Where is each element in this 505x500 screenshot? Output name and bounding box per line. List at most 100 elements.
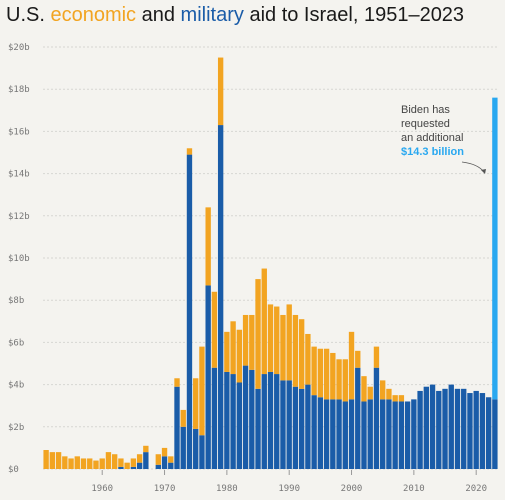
annotation-line-3: an additional: [401, 132, 463, 144]
bar-economic: [205, 207, 211, 286]
bar-economic: [280, 314, 286, 381]
bar-military: [479, 393, 486, 469]
bar-military: [380, 399, 386, 469]
bar-military: [298, 388, 305, 469]
bar-military: [255, 388, 261, 469]
bar-military: [130, 466, 137, 469]
bar-economic: [168, 456, 174, 463]
bar-military: [249, 369, 255, 469]
bar-economic: [373, 346, 380, 368]
bar-military: [411, 399, 417, 469]
bar-economic: [193, 378, 199, 429]
bar-economic: [62, 456, 68, 469]
bar-military: [261, 374, 267, 469]
bar-economic: [155, 454, 161, 465]
bar-economic: [217, 57, 224, 126]
annotation-line-1: Biden has: [401, 104, 450, 116]
bar-economic: [49, 452, 56, 469]
bar-military: [186, 154, 193, 470]
bars-group: [43, 57, 498, 470]
bar-military: [230, 374, 236, 469]
chart-title: U.S. economic and military aid to Israel…: [6, 4, 464, 27]
bar-military: [485, 397, 492, 469]
y-tick-label: $10b: [8, 254, 30, 264]
annotation-arrow-head: [481, 169, 486, 174]
x-tick-label: 2000: [341, 484, 363, 494]
bar-military: [168, 462, 174, 469]
bar-economic: [230, 321, 236, 375]
annotation: Biden has requested an additional $14.3 …: [401, 104, 486, 174]
bar-military: [436, 390, 442, 469]
bar-military: [280, 380, 286, 469]
bar-economic: [249, 314, 255, 370]
y-tick-label: $14b: [8, 170, 30, 180]
bar-economic: [174, 378, 180, 387]
bar-economic: [68, 458, 74, 469]
bar-military: [467, 393, 473, 469]
y-tick-label: $20b: [8, 43, 30, 53]
y-tick-label: $18b: [8, 85, 30, 95]
bar-economic: [74, 456, 80, 469]
bar-military: [161, 456, 168, 469]
bar-economic: [43, 450, 49, 469]
bar-military: [336, 399, 342, 469]
bar-economic: [342, 359, 348, 402]
bar-military: [454, 388, 461, 469]
bar-military: [442, 388, 448, 469]
title-mid: and: [136, 4, 181, 26]
bar-economic: [317, 348, 324, 398]
bar-military: [274, 374, 280, 469]
bar-military: [448, 384, 454, 469]
y-tick-label: $6b: [8, 338, 24, 348]
bar-economic: [143, 445, 149, 453]
bar-military: [373, 367, 380, 469]
bar-military: [423, 386, 430, 469]
y-tick-label: $0: [8, 465, 19, 475]
bar-economic: [236, 329, 243, 383]
bar-military: [342, 401, 348, 469]
bar-economic: [111, 454, 118, 469]
bar-economic: [367, 386, 373, 400]
bar-military: [355, 367, 361, 469]
bar-economic: [255, 279, 261, 389]
x-tick-label: 2010: [403, 484, 425, 494]
bar-military: [199, 435, 205, 469]
x-axis: 1960 1970 1980 1990 2000 2010 2020: [91, 470, 487, 494]
bar-military: [311, 395, 317, 469]
bar-military: [136, 462, 143, 469]
bar-economic: [99, 458, 105, 469]
bar-economic: [305, 333, 311, 385]
x-tick-label: 1960: [91, 484, 113, 494]
annotation-line-4: $14.3 billion: [401, 146, 464, 158]
y-tick-label: $12b: [8, 212, 30, 222]
bar-economic: [124, 462, 130, 469]
bar-military: [205, 285, 211, 469]
bar-military: [473, 390, 479, 469]
bar-military: [367, 399, 373, 469]
bar-military: [267, 371, 274, 469]
bar-military: [143, 452, 149, 469]
bar-economic: [292, 314, 299, 387]
bar-military: [305, 384, 311, 469]
bar-military: [330, 399, 336, 469]
bar-military: [317, 397, 324, 469]
bar-military: [180, 426, 186, 469]
bar-economic: [298, 319, 305, 389]
bar-economic: [361, 376, 367, 402]
bar-military: [492, 399, 498, 469]
bar-economic: [130, 458, 137, 467]
bar-economic: [180, 409, 186, 427]
x-tick-label: 1970: [154, 484, 176, 494]
bar-military: [404, 401, 411, 469]
annotation-line-2: requested: [401, 118, 450, 130]
bar-economic: [199, 346, 205, 436]
bar-military: [118, 466, 124, 469]
bar-military: [217, 125, 224, 469]
title-prefix: U.S.: [6, 4, 51, 26]
bar-military: [361, 401, 367, 469]
bar-economic: [161, 447, 168, 457]
y-tick-label: $16b: [8, 127, 30, 137]
bar-economic: [136, 454, 143, 463]
title-economic: economic: [50, 4, 137, 26]
